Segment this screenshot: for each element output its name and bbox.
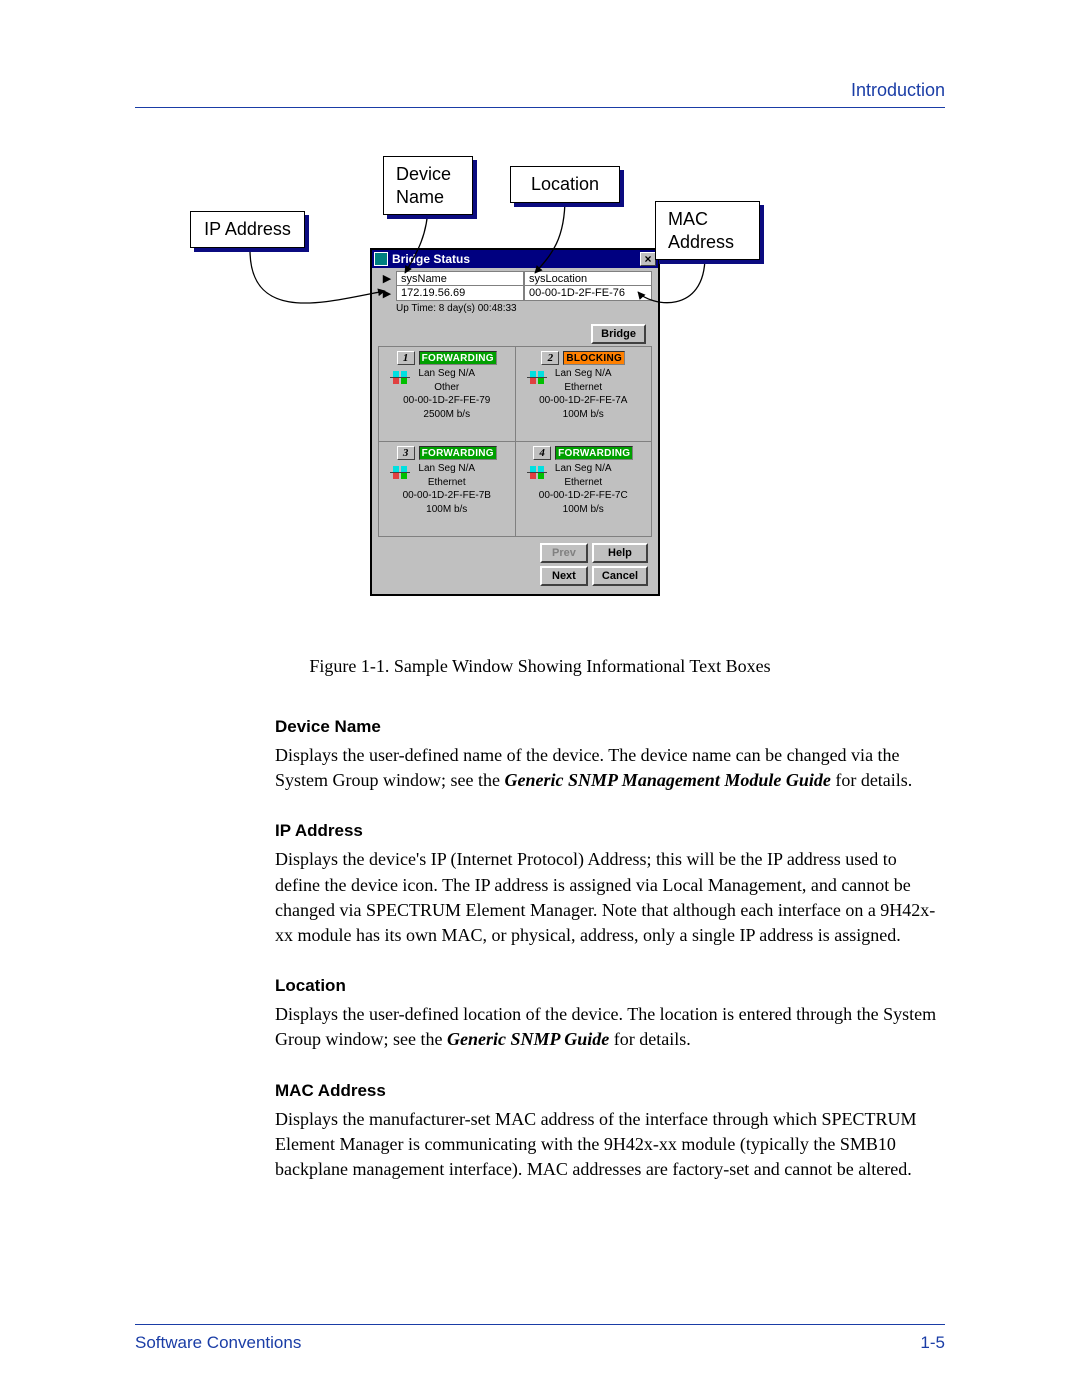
footer-left: Software Conventions [135,1333,301,1353]
info-row-labels: ▶ sysName sysLocation [378,271,652,286]
heading-ip-address: IP Address [275,821,945,841]
pointer-icon: ▶ [378,286,396,301]
mac-value: 00-00-1D-2F-FE-76 [524,286,652,301]
help-button[interactable]: Help [592,543,648,563]
info-row-values: ▶ 172.19.56.69 00-00-1D-2F-FE-76 [378,286,652,301]
close-button[interactable]: × [640,252,656,266]
page-footer: Software Conventions 1-5 [135,1324,945,1353]
page-header: Introduction [135,80,945,101]
heading-mac-address: MAC Address [275,1081,945,1101]
body-text: Device Name Displays the user-defined na… [275,717,945,1182]
callout-device-name: Device Name [383,156,473,215]
prev-button[interactable]: Prev [540,543,588,563]
port-state: FORWARDING [419,446,497,460]
heading-location: Location [275,976,945,996]
next-button[interactable]: Next [540,566,588,586]
pointer-icon: ▶ [378,271,396,286]
diagram: IP Address Device Name Location MAC Addr… [190,156,890,626]
port-number-button[interactable]: 3 [397,446,415,460]
port-number-button[interactable]: 2 [541,351,559,365]
port-cell: 3FORWARDINGLan Seg N/AEthernet00-00-1D-2… [379,442,516,537]
sysname-label: sysName [396,271,524,286]
uptime-text: Up Time: 8 day(s) 00:48:33 [396,303,652,314]
syslocation-label: sysLocation [524,271,652,286]
port-state: FORWARDING [419,351,497,365]
ports-grid: 1FORWARDINGLan Seg N/AOther00-00-1D-2F-F… [378,346,652,537]
port-network-icon [387,466,413,492]
callout-location: Location [510,166,620,203]
bridge-button[interactable]: Bridge [591,324,646,344]
port-cell: 1FORWARDINGLan Seg N/AOther00-00-1D-2F-F… [379,347,516,442]
port-state: BLOCKING [563,351,625,365]
figure-caption: Figure 1-1. Sample Window Showing Inform… [135,656,945,677]
port-number-button[interactable]: 4 [533,446,551,460]
header-rule [135,107,945,108]
window-icon [374,252,388,266]
window-body: ▶ sysName sysLocation ▶ 172.19.56.69 00-… [372,268,658,594]
cancel-button[interactable]: Cancel [592,566,648,586]
nav-buttons: Prev Next Help Cancel [378,537,652,588]
port-cell: 2BLOCKINGLan Seg N/AEthernet00-00-1D-2F-… [516,347,653,442]
para-mac-address: Displays the manufacturer-set MAC addres… [275,1107,945,1183]
para-device-name: Displays the user-defined name of the de… [275,743,945,793]
ip-value: 172.19.56.69 [396,286,524,301]
port-number-button[interactable]: 1 [397,351,415,365]
port-cell: 4FORWARDINGLan Seg N/AEthernet00-00-1D-2… [516,442,653,537]
callout-mac-address: MAC Address [655,201,760,260]
heading-device-name: Device Name [275,717,945,737]
port-network-icon [524,371,550,397]
window-title-bar: Bridge Status × [372,250,658,268]
footer-right: 1-5 [920,1333,945,1353]
para-location: Displays the user-defined location of th… [275,1002,945,1052]
callout-ip-address: IP Address [190,211,305,248]
port-network-icon [524,466,550,492]
bridge-status-window: Bridge Status × ▶ sysName sysLocation ▶ … [370,248,660,596]
page-content: Introduction IP Address Device Name Loca… [135,80,945,1210]
para-ip-address: Displays the device's IP (Internet Proto… [275,847,945,948]
port-state: FORWARDING [555,446,633,460]
bridge-button-row: Bridge [378,320,652,346]
window-title: Bridge Status [392,252,470,266]
port-network-icon [387,371,413,397]
